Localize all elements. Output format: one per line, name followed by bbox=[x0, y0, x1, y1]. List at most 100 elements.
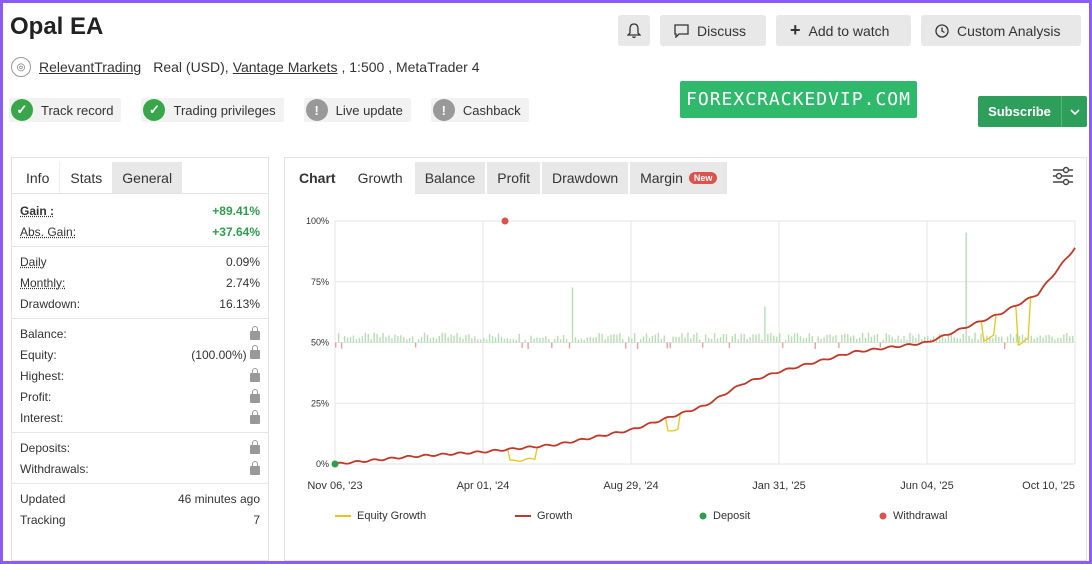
badge-cashback[interactable]: ! Cashback bbox=[430, 98, 529, 122]
profit-bar bbox=[633, 333, 636, 343]
profit-bar bbox=[1042, 337, 1044, 343]
profit-bar bbox=[1027, 337, 1030, 343]
profit-bar bbox=[554, 338, 556, 343]
stat-highest: Highest: bbox=[20, 365, 260, 386]
profit-bar bbox=[1054, 339, 1056, 343]
profit-bar bbox=[557, 335, 559, 343]
tab-chart[interactable]: Chart bbox=[299, 170, 336, 186]
add-to-watch-button[interactable]: + Add to watch bbox=[776, 15, 911, 46]
profit-bar bbox=[867, 332, 870, 343]
profit-bar bbox=[503, 338, 506, 343]
profit-bar bbox=[651, 335, 654, 343]
tab-growth[interactable]: Growth bbox=[357, 170, 403, 186]
broker-link[interactable]: Vantage Markets bbox=[232, 59, 338, 75]
discuss-button[interactable]: Discuss bbox=[660, 15, 766, 46]
stat-monthly: Monthly: 2.74% bbox=[20, 272, 260, 293]
legend-equity-growth[interactable]: Equity Growth bbox=[335, 510, 515, 522]
profit-bar bbox=[500, 336, 503, 343]
profit-bar bbox=[764, 306, 766, 343]
profit-bar bbox=[361, 336, 364, 343]
top-actions: Discuss + Add to watch Custom Analysis bbox=[618, 15, 1081, 46]
tab-margin[interactable]: Margin New bbox=[630, 162, 728, 194]
profit-bar bbox=[660, 338, 662, 343]
profit-bar bbox=[403, 337, 405, 343]
profit-bar bbox=[761, 339, 763, 343]
stat-withdrawals: Withdrawals: bbox=[20, 458, 260, 479]
chevron-down-icon[interactable] bbox=[1061, 96, 1087, 127]
profit-bar bbox=[559, 339, 562, 343]
custom-analysis-button[interactable]: Custom Analysis bbox=[921, 15, 1081, 46]
profit-bar bbox=[891, 336, 893, 343]
stat-key[interactable]: Daily bbox=[20, 254, 47, 269]
profit-bar bbox=[542, 337, 544, 343]
tab-info[interactable]: Info bbox=[16, 162, 60, 193]
tab-balance[interactable]: Balance bbox=[414, 162, 486, 194]
profit-bar bbox=[394, 334, 396, 343]
page-title: Opal EA bbox=[10, 13, 104, 40]
x-tick-label: Jan 31, '25 bbox=[752, 480, 805, 492]
profit-bar bbox=[639, 339, 642, 343]
profit-bar bbox=[373, 332, 375, 343]
user-link[interactable]: RelevantTrading bbox=[39, 59, 142, 75]
lock-icon bbox=[250, 345, 260, 359]
legend-deposit[interactable]: Deposit bbox=[699, 510, 879, 522]
profit-bar bbox=[953, 337, 956, 343]
profit-bar bbox=[924, 336, 926, 343]
profit-bar bbox=[879, 342, 882, 348]
check-icon: ✓ bbox=[11, 99, 33, 121]
badge-trading-privileges[interactable]: ✓ Trading privileges bbox=[141, 98, 284, 122]
badge-live-update[interactable]: ! Live update bbox=[303, 98, 411, 122]
profit-bar bbox=[429, 338, 432, 343]
profit-bar bbox=[657, 332, 660, 343]
profit-bar bbox=[524, 339, 526, 343]
stat-key[interactable]: Gain : bbox=[20, 203, 55, 218]
profit-bar bbox=[382, 333, 384, 343]
profit-bar bbox=[435, 338, 438, 343]
stat-deposits: Deposits: bbox=[20, 437, 260, 458]
profit-bar bbox=[841, 334, 843, 343]
profit-bar bbox=[932, 336, 935, 343]
tab-profit[interactable]: Profit bbox=[487, 162, 540, 194]
stat-value: 7 bbox=[253, 512, 260, 527]
growth-chart[interactable]: 0% 25% 50% 75% 100% Nov 06, '23 Apr 01, '24 Aug… bbox=[285, 198, 1085, 508]
stat-balance: Balance: bbox=[20, 323, 260, 344]
profit-bar bbox=[406, 339, 408, 343]
profit-bar bbox=[376, 333, 378, 343]
profit-bar bbox=[1045, 335, 1047, 343]
profit-bar bbox=[781, 342, 784, 348]
profit-bar bbox=[370, 339, 372, 343]
profit-bar bbox=[468, 334, 470, 343]
badge-label: Live update bbox=[335, 102, 403, 118]
subscribe-button[interactable]: Subscribe bbox=[978, 96, 1087, 127]
badges: ✓ Track record ✓ Trading privileges ! Li… bbox=[9, 98, 529, 122]
profit-bar bbox=[968, 335, 970, 343]
tab-drawdown[interactable]: Drawdown bbox=[541, 162, 629, 194]
profit-bar bbox=[755, 334, 757, 343]
badge-track-record[interactable]: ✓ Track record bbox=[9, 98, 122, 122]
tab-general[interactable]: General bbox=[112, 162, 183, 193]
profit-bar bbox=[915, 338, 917, 343]
profit-bar bbox=[459, 336, 461, 343]
profit-bar bbox=[400, 335, 402, 343]
stat-value: +37.64% bbox=[212, 224, 260, 239]
lock-icon bbox=[250, 439, 260, 454]
stat-value: (100.00%) bbox=[191, 348, 247, 362]
legend-growth[interactable]: Growth bbox=[515, 510, 699, 522]
tab-stats[interactable]: Stats bbox=[59, 162, 113, 193]
stat-key[interactable]: Monthly: bbox=[20, 275, 66, 290]
settings-sliders-icon[interactable] bbox=[1052, 166, 1074, 186]
stat-gain: Gain : +89.41% bbox=[20, 200, 260, 221]
profit-bar bbox=[832, 336, 834, 343]
profit-bar bbox=[906, 339, 908, 343]
legend-dot-icon bbox=[699, 512, 707, 520]
profit-bar bbox=[494, 337, 497, 343]
profit-bar bbox=[793, 333, 796, 343]
profit-bar bbox=[784, 339, 787, 343]
legend-withdrawal[interactable]: Withdrawal bbox=[879, 510, 947, 522]
y-tick-label: 75% bbox=[311, 277, 329, 287]
stat-key[interactable]: Abs. Gain: bbox=[20, 224, 77, 239]
notify-button[interactable] bbox=[618, 15, 650, 46]
subscribe-label: Subscribe bbox=[988, 104, 1051, 119]
divider bbox=[12, 246, 268, 247]
profit-bar bbox=[654, 334, 657, 343]
